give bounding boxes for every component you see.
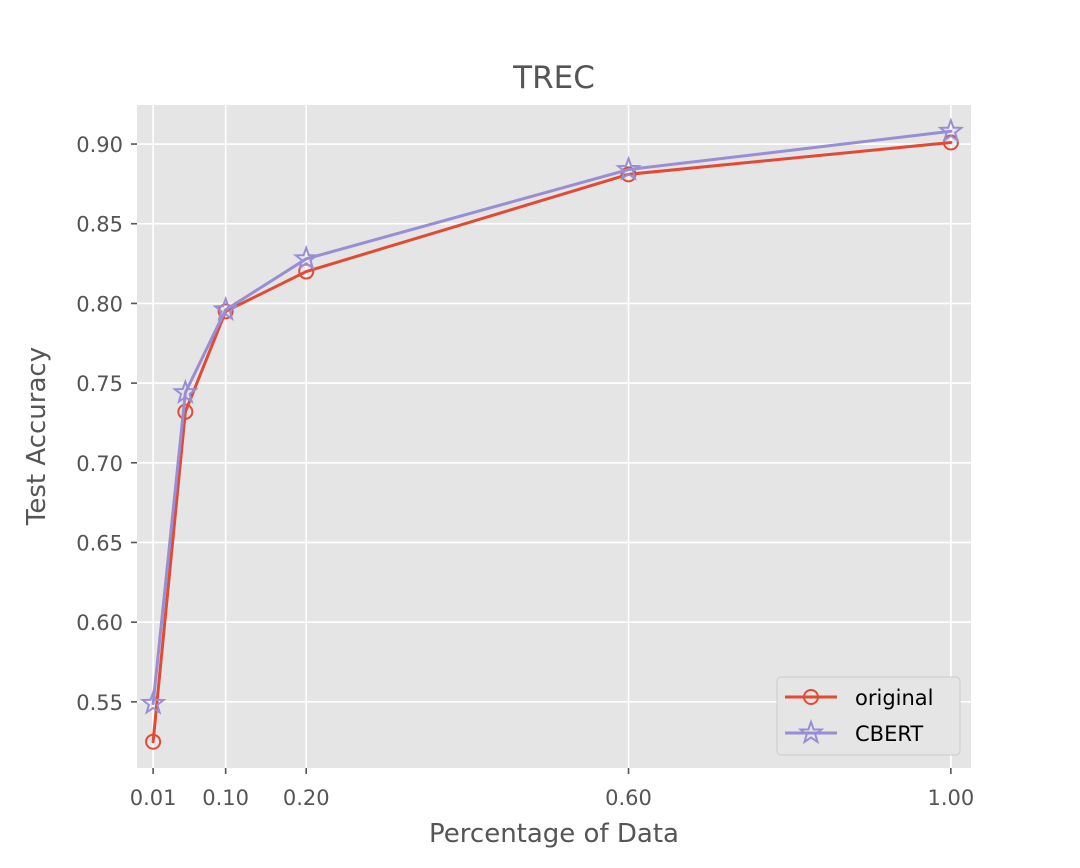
point-cbert xyxy=(615,155,642,181)
series-layer xyxy=(139,117,965,750)
y-tick-label: 0.65 xyxy=(76,531,123,555)
y-axis-label: Test Accuracy xyxy=(22,347,52,526)
y-tick-label: 0.80 xyxy=(76,292,123,316)
legend-label-original: original xyxy=(855,686,934,710)
x-tick-label: 0.20 xyxy=(283,786,330,810)
x-tick-label: 1.00 xyxy=(927,786,974,810)
x-tick-label: 0.10 xyxy=(202,786,249,810)
plot-background xyxy=(137,105,971,768)
x-tick-label: 0.60 xyxy=(605,786,652,810)
y-tick-label: 0.55 xyxy=(76,691,123,715)
point-original xyxy=(145,733,162,750)
series-line-original xyxy=(151,140,953,744)
point-cbert xyxy=(292,244,320,271)
series-line-cbert xyxy=(151,129,953,705)
y-tick-label: 0.70 xyxy=(76,452,123,476)
y-tick-label: 0.85 xyxy=(76,213,123,237)
point-original xyxy=(620,166,637,183)
ticks: 0.01 0.10 0.20 0.60 1.00 0.55 0.60 0.65 0.70 0.75… xyxy=(76,133,974,810)
y-tick-label: 0.60 xyxy=(76,611,123,635)
legend: original CBERT xyxy=(776,676,961,756)
legend-marker-original xyxy=(803,689,819,705)
chart-title: TREC xyxy=(512,60,595,96)
point-cbert xyxy=(212,295,239,322)
point-cbert xyxy=(937,117,965,143)
y-tick-label: 0.75 xyxy=(76,372,123,396)
legend-marker-cbert xyxy=(797,719,825,745)
point-cbert xyxy=(172,378,199,404)
legend-label-cbert: CBERT xyxy=(855,722,923,746)
point-original xyxy=(217,303,234,320)
x-tick-label: 0.01 xyxy=(130,786,177,810)
point-original xyxy=(298,263,315,280)
y-tick-label: 0.90 xyxy=(76,133,123,157)
point-cbert xyxy=(139,689,167,715)
x-axis-label: Percentage of Data xyxy=(429,819,679,849)
